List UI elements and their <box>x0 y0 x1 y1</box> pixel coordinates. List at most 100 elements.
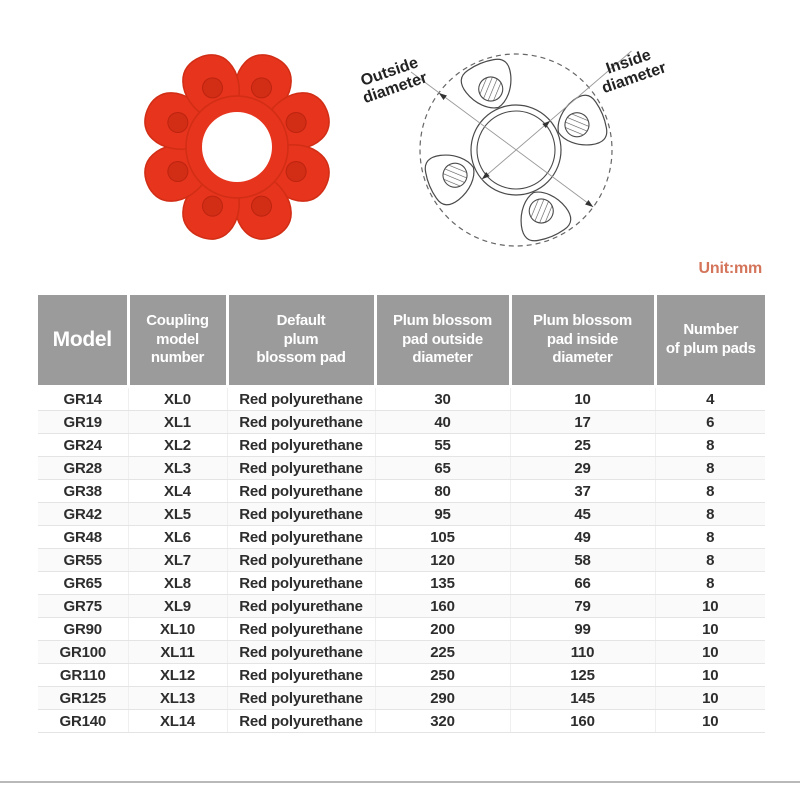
table-cell: 10 <box>654 617 765 641</box>
table-cell: 10 <box>654 686 765 710</box>
table-cell: 80 <box>374 479 510 503</box>
column-header: Number of plum pads <box>653 295 765 388</box>
table-cell: XL6 <box>127 525 227 549</box>
table-cell: Red polyurethane <box>226 548 375 572</box>
table-cell: XL4 <box>127 479 227 503</box>
inside-diameter-label: Inside diameter <box>600 46 669 97</box>
pad-center-hole <box>202 112 272 182</box>
table-row: GR140 XL14 Red polyurethane 320 160 10 <box>38 709 765 733</box>
table-cell: GR14 <box>38 386 128 411</box>
table-cell: Red polyurethane <box>226 386 375 411</box>
bottom-divider <box>0 781 800 783</box>
spec-table-container: Model Coupling model number Default plum b… <box>38 295 765 733</box>
table-cell: 40 <box>374 410 510 434</box>
table-cell: XL0 <box>127 386 227 411</box>
table-cell: 10 <box>509 386 655 411</box>
table-cell: XL10 <box>127 617 227 641</box>
table-cell: Red polyurethane <box>226 502 375 526</box>
table-cell: 30 <box>374 386 510 411</box>
table-cell: GR48 <box>38 525 128 549</box>
outside-diameter-label: Outside diameter <box>359 54 430 107</box>
table-cell: 160 <box>509 709 655 733</box>
table-cell: Red polyurethane <box>226 663 375 687</box>
table-cell: XL2 <box>127 433 227 457</box>
table-cell: 10 <box>654 663 765 687</box>
table-cell: GR90 <box>38 617 128 641</box>
table-cell: 45 <box>509 502 655 526</box>
header-row: Model Coupling model number Default plum b… <box>38 295 765 388</box>
table-cell: Red polyurethane <box>226 640 375 664</box>
table-row: GR14 XL0 Red polyurethane 30 10 4 <box>38 386 765 411</box>
table-cell: 8 <box>654 571 765 595</box>
table-row: GR100 XL11 Red polyurethane 225 110 10 <box>38 640 765 664</box>
table-cell: 49 <box>509 525 655 549</box>
table-cell: 145 <box>509 686 655 710</box>
table-cell: Red polyurethane <box>226 479 375 503</box>
spec-table-header: Model Coupling model number Default plum b… <box>38 295 765 388</box>
table-cell: GR42 <box>38 502 128 526</box>
table-cell: XL12 <box>127 663 227 687</box>
table-cell: 6 <box>654 410 765 434</box>
plum-blossom-pad-photo <box>136 46 338 248</box>
table-cell: 320 <box>374 709 510 733</box>
table-cell: XL8 <box>127 571 227 595</box>
table-row: GR125 XL13 Red polyurethane 290 145 10 <box>38 686 765 710</box>
table-cell: Red polyurethane <box>226 709 375 733</box>
table-cell: 290 <box>374 686 510 710</box>
table-cell: 8 <box>654 433 765 457</box>
table-cell: 58 <box>509 548 655 572</box>
column-header: Default plum blossom pad <box>225 295 375 388</box>
column-header: Plum blossom pad outside diameter <box>373 295 510 388</box>
table-cell: 8 <box>654 525 765 549</box>
outer-diameter-circle <box>419 53 613 247</box>
table-cell: 10 <box>654 640 765 664</box>
table-cell: GR38 <box>38 479 128 503</box>
coupling-diagram: Outside diameter Inside diameter <box>359 46 669 247</box>
table-cell: Red polyurethane <box>226 525 375 549</box>
table-row: GR48 XL6 Red polyurethane 105 49 8 <box>38 525 765 549</box>
table-cell: XL1 <box>127 410 227 434</box>
table-cell: 25 <box>509 433 655 457</box>
table-row: GR55 XL7 Red polyurethane 120 58 8 <box>38 548 765 572</box>
table-cell: Red polyurethane <box>226 686 375 710</box>
table-cell: GR24 <box>38 433 128 457</box>
table-row: GR90 XL10 Red polyurethane 200 99 10 <box>38 617 765 641</box>
table-cell: 99 <box>509 617 655 641</box>
table-cell: XL11 <box>127 640 227 664</box>
table-cell: 8 <box>654 548 765 572</box>
table-cell: Red polyurethane <box>226 571 375 595</box>
table-cell: XL9 <box>127 594 227 618</box>
table-cell: 120 <box>374 548 510 572</box>
spec-table-body: GR14 XL0 Red polyurethane 30 10 4 GR19 XL1 Red p… <box>38 386 765 733</box>
table-cell: 250 <box>374 663 510 687</box>
table-row: GR65 XL8 Red polyurethane 135 66 8 <box>38 571 765 595</box>
table-cell: Red polyurethane <box>226 410 375 434</box>
table-cell: 10 <box>654 709 765 733</box>
table-cell: 125 <box>509 663 655 687</box>
table-cell: XL13 <box>127 686 227 710</box>
table-cell: 105 <box>374 525 510 549</box>
table-cell: XL3 <box>127 456 227 480</box>
table-row: GR75 XL9 Red polyurethane 160 79 10 <box>38 594 765 618</box>
column-header: Coupling model number <box>126 295 227 388</box>
table-cell: 8 <box>654 502 765 526</box>
table-row: GR42 XL5 Red polyurethane 95 45 8 <box>38 502 765 526</box>
table-cell: GR140 <box>38 709 128 733</box>
table-cell: XL14 <box>127 709 227 733</box>
table-cell: 225 <box>374 640 510 664</box>
table-cell: 160 <box>374 594 510 618</box>
table-row: GR19 XL1 Red polyurethane 40 17 6 <box>38 410 765 434</box>
outside-diameter-dimension <box>410 71 594 208</box>
table-cell: 55 <box>374 433 510 457</box>
table-cell: 135 <box>374 571 510 595</box>
table-cell: 17 <box>509 410 655 434</box>
table-cell: GR75 <box>38 594 128 618</box>
table-cell: 200 <box>374 617 510 641</box>
inside-diameter-dimension <box>481 50 632 180</box>
table-cell: Red polyurethane <box>226 594 375 618</box>
table-row: GR28 XL3 Red polyurethane 65 29 8 <box>38 456 765 480</box>
table-cell: Red polyurethane <box>226 456 375 480</box>
spec-table: Model Coupling model number Default plum b… <box>38 295 765 733</box>
table-cell: 4 <box>654 386 765 411</box>
table-cell: Red polyurethane <box>226 433 375 457</box>
